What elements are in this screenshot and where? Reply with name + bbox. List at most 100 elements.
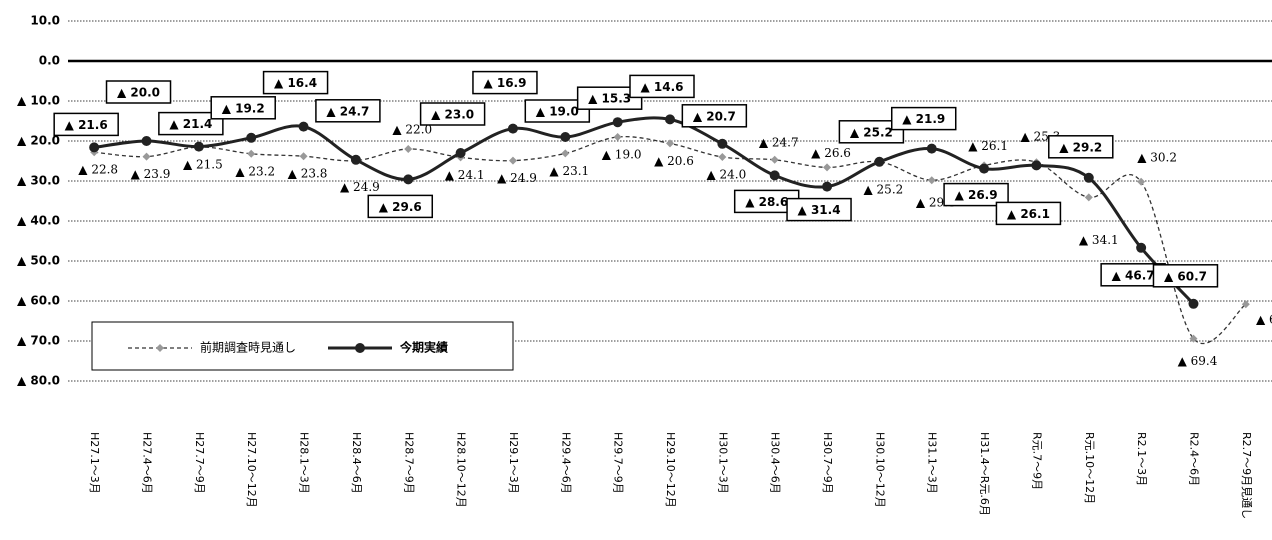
x-tick-label: R2.4～6月 — [1187, 432, 1200, 486]
data-label-box — [419, 102, 486, 126]
point-marker — [141, 136, 152, 146]
x-tick-label: H28.7～9月 — [402, 432, 415, 494]
x-tick-label: H29.10～12月 — [664, 432, 677, 508]
point-marker — [717, 138, 728, 149]
x-tick-label: H30.10～12月 — [873, 432, 886, 508]
x-tick-label: H27.1～3月 — [88, 432, 101, 494]
point-marker — [507, 123, 518, 134]
x-tick-label: H29.1～3月 — [507, 432, 520, 494]
legend-label: 前期調査時見通し — [200, 340, 296, 355]
point-marker — [455, 148, 466, 158]
point-marker — [299, 152, 308, 161]
x-tick-label: H31.4～R元.6月 — [978, 432, 991, 516]
data-label: ▲ 25.2 — [864, 182, 904, 196]
data-label-box — [681, 104, 748, 128]
y-tick-label: ▲ 30.0 — [17, 174, 60, 188]
point-marker — [927, 176, 936, 185]
data-label: ▲ 24.1 — [445, 168, 485, 182]
point-marker — [1083, 172, 1094, 183]
data-label-box — [629, 74, 695, 99]
x-tick-label: R元.10～12月 — [1083, 432, 1096, 504]
data-label: ▲ 23.1 — [549, 164, 589, 178]
point-marker — [246, 132, 257, 143]
data-label: ▲ 22.8 — [78, 163, 118, 177]
point-marker — [508, 156, 517, 165]
data-label: ▲ 31.4 — [798, 203, 841, 217]
point-marker — [666, 139, 674, 148]
point-marker — [1084, 193, 1093, 202]
data-label-box — [1048, 135, 1114, 159]
data-label: ▲ 21.9 — [902, 112, 945, 126]
point-marker — [770, 155, 779, 164]
data-label: ▲ 23.0 — [431, 108, 474, 122]
point-marker — [1137, 177, 1146, 186]
point-marker — [1136, 242, 1147, 253]
data-label: ▲ 24.7 — [759, 135, 799, 149]
data-label: ▲ 26.1 — [968, 139, 1008, 153]
point-marker — [350, 154, 361, 165]
point-marker — [404, 145, 413, 153]
point-marker — [874, 156, 885, 167]
point-marker — [1189, 334, 1198, 343]
x-tick-label: H29.4～6月 — [559, 432, 572, 494]
x-tick-label: H28.10～12月 — [455, 432, 468, 508]
legend-marker — [355, 343, 365, 353]
data-label: ▲ 26.1 — [1007, 207, 1050, 221]
data-label-box — [524, 99, 591, 123]
data-label-box — [158, 111, 224, 136]
data-label: ▲ 21.4 — [169, 117, 212, 131]
data-label-box — [786, 197, 852, 222]
y-tick-label: ▲ 20.0 — [17, 134, 60, 148]
point-marker — [142, 152, 151, 161]
point-marker — [926, 143, 937, 154]
point-marker — [560, 132, 571, 142]
data-label: ▲ 28.6 — [745, 195, 788, 209]
data-label: ▲ 24.9 — [497, 171, 537, 185]
x-tick-label: R2.7～9月見通し — [1240, 432, 1253, 519]
point-marker — [561, 149, 570, 158]
data-label: ▲ 22.0 — [392, 123, 432, 137]
y-tick-label: ▲ 10.0 — [17, 94, 60, 108]
point-marker — [193, 141, 204, 152]
data-label: ▲ 16.9 — [483, 76, 526, 90]
x-tick-label: R2.1～3月 — [1135, 432, 1148, 486]
data-label: ▲ 24.7 — [326, 104, 369, 118]
legend-marker — [156, 344, 164, 352]
point-marker — [403, 174, 414, 185]
data-label: ▲ 23.8 — [288, 167, 328, 181]
data-label: ▲ 46.7 — [1112, 268, 1155, 282]
data-label: ▲ 24.0 — [706, 168, 746, 182]
legend-box — [91, 321, 514, 371]
data-label: ▲ 16.4 — [274, 76, 317, 90]
data-label: ▲ 24.9 — [340, 180, 380, 194]
x-tick-label: H27.10～12月 — [245, 432, 258, 508]
point-marker — [718, 153, 727, 161]
legend-label: 今期実績 — [399, 340, 448, 355]
data-label: ▲ 29.2 — [1059, 140, 1102, 154]
data-label-box — [890, 106, 957, 131]
data-label: ▲ 60.8 — [1256, 313, 1272, 327]
y-tick-label: ▲ 50.0 — [17, 254, 60, 268]
data-label-box — [210, 96, 276, 120]
data-label: ▲ 34.1 — [1079, 233, 1119, 247]
data-label: ▲ 25.2 — [850, 125, 893, 139]
data-label-box — [105, 80, 172, 104]
data-label: ▲ 23.2 — [235, 164, 275, 178]
data-label-box — [1152, 264, 1219, 288]
x-tick-label: H29.7～9月 — [612, 432, 625, 494]
x-tick-label: H30.4～6月 — [769, 432, 782, 494]
data-label: ▲ 21.5 — [183, 158, 223, 172]
data-label: ▲ 60.7 — [1164, 269, 1207, 283]
point-marker — [298, 121, 309, 132]
data-label: ▲ 29.6 — [379, 200, 422, 214]
data-label: ▲ 69.4 — [1178, 354, 1218, 368]
data-label: ▲ 26.9 — [955, 188, 998, 202]
x-tick-label: H27.4～6月 — [141, 432, 154, 494]
x-tick-label: H28.4～6月 — [350, 432, 363, 494]
data-label-box — [472, 70, 538, 95]
point-marker — [1188, 298, 1199, 309]
data-label: ▲ 20.6 — [654, 154, 694, 168]
data-label-box — [262, 70, 329, 95]
data-label: ▲ 15.3 — [588, 92, 631, 106]
